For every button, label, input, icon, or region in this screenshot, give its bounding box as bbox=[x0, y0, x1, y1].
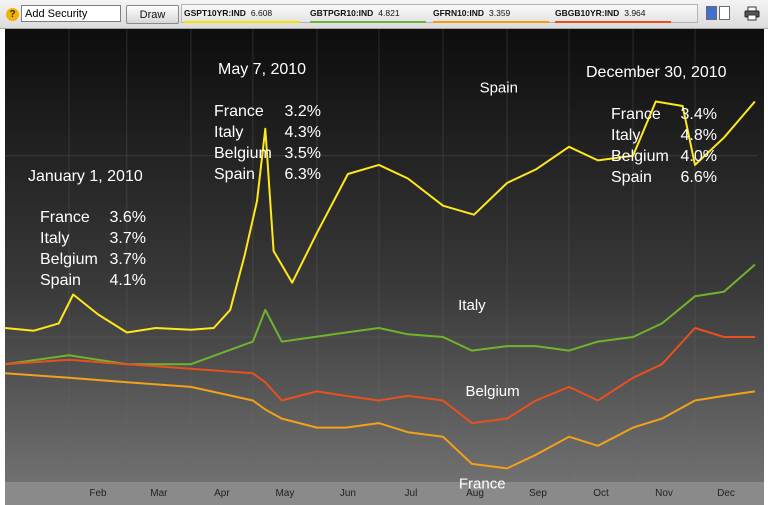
annotation-yield: 6.3% bbox=[285, 166, 321, 183]
x-tick-label: Aug bbox=[466, 488, 484, 499]
annotation-country: Spain bbox=[611, 169, 652, 186]
annotation-yield: 4.8% bbox=[681, 127, 717, 144]
series-line-belgium bbox=[5, 327, 755, 425]
series-label: Italy bbox=[458, 297, 486, 314]
chart-svg: Feb Mar Apr May Jun Jul Aug Sep Oct Nov Dec Spain I… bbox=[5, 29, 764, 505]
annotation-yield: 4.0% bbox=[681, 148, 717, 165]
series-label: Spain bbox=[480, 79, 518, 96]
legend-item[interactable]: GBGB10YR:IND 3.964 bbox=[555, 8, 671, 23]
annotation-country: Italy bbox=[40, 230, 69, 247]
annotation-country: Italy bbox=[214, 124, 243, 141]
legend-color-line bbox=[433, 21, 549, 23]
legend-color-line bbox=[310, 21, 426, 23]
annotation-country: France bbox=[611, 106, 661, 123]
x-tick-label: Apr bbox=[214, 488, 230, 499]
legend-value: 3.359 bbox=[489, 8, 511, 18]
annotation-country: France bbox=[40, 209, 90, 226]
annotation-yield: 3.4% bbox=[681, 106, 717, 123]
annotation-yield: 3.7% bbox=[110, 251, 146, 268]
print-icon[interactable] bbox=[744, 6, 760, 21]
legend-value: 3.964 bbox=[624, 8, 646, 18]
annotation-date: January 1, 2010 bbox=[28, 168, 143, 185]
chart: Feb Mar Apr May Jun Jul Aug Sep Oct Nov Dec Spain I… bbox=[5, 29, 764, 505]
annotation-country: Belgium bbox=[611, 148, 669, 165]
annotation-country: Italy bbox=[611, 127, 640, 144]
annotation-yield: 6.6% bbox=[681, 169, 717, 186]
legend-symbol: GBGB10YR:IND bbox=[555, 8, 620, 18]
annotation-yield: 3.5% bbox=[285, 145, 321, 162]
annotation-country: Belgium bbox=[40, 251, 98, 268]
x-tick-label: Feb bbox=[89, 488, 107, 499]
toolbar: ? Draw GSPT10YR:IND 6.608 GBTPGR10:IND 4.82… bbox=[0, 0, 768, 29]
legend-value: 4.821 bbox=[378, 8, 400, 18]
annotation-country: Spain bbox=[40, 272, 81, 289]
legend-item[interactable]: GSPT10YR:IND 6.608 bbox=[184, 8, 300, 23]
x-tick-label: Jul bbox=[405, 488, 418, 499]
legend-value: 6.608 bbox=[250, 8, 273, 18]
annotation-yield: 4.1% bbox=[110, 272, 146, 289]
legend-item[interactable]: GBTPGR10:IND 4.821 bbox=[310, 8, 426, 23]
series-line-italy bbox=[5, 263, 756, 366]
legend-symbol: GFRN10:IND bbox=[433, 8, 485, 18]
x-tick-label: Sep bbox=[529, 488, 547, 499]
annotation-date: May 7, 2010 bbox=[218, 61, 306, 78]
view-split-icon[interactable] bbox=[719, 6, 730, 20]
series-label: Belgium bbox=[465, 383, 519, 400]
series-label: France bbox=[459, 475, 506, 492]
legend-symbol: GBTPGR10:IND bbox=[310, 8, 374, 18]
series-line-france bbox=[5, 372, 756, 470]
legend-color-line bbox=[555, 21, 671, 23]
help-icon[interactable]: ? bbox=[6, 8, 19, 21]
view-single-icon[interactable] bbox=[706, 6, 717, 20]
x-tick-label: Nov bbox=[655, 488, 673, 499]
x-tick-label: Jun bbox=[340, 488, 356, 499]
legend-symbol: GSPT10YR:IND bbox=[184, 8, 246, 18]
x-tick-label: May bbox=[275, 488, 294, 499]
x-axis-strip bbox=[5, 482, 764, 505]
legend-color-line bbox=[184, 21, 300, 23]
x-tick-label: Oct bbox=[593, 488, 609, 499]
series-legend: GSPT10YR:IND 6.608 GBTPGR10:IND 4.821 GFRN10… bbox=[181, 4, 698, 23]
annotation-yield: 4.3% bbox=[285, 124, 321, 141]
draw-button[interactable]: Draw bbox=[126, 5, 179, 24]
x-tick-label: Dec bbox=[717, 488, 735, 499]
annotation-country: Spain bbox=[214, 166, 255, 183]
annotation-country: France bbox=[214, 103, 264, 120]
legend-item[interactable]: GFRN10:IND 3.359 bbox=[433, 8, 549, 23]
add-security-input[interactable] bbox=[21, 5, 121, 22]
annotation-date: December 30, 2010 bbox=[586, 64, 727, 81]
annotation-yield: 3.6% bbox=[110, 209, 146, 226]
annotation-yield: 3.2% bbox=[285, 103, 321, 120]
annotation-country: Belgium bbox=[214, 145, 272, 162]
x-tick-label: Mar bbox=[150, 488, 168, 499]
annotation-yield: 3.7% bbox=[110, 230, 146, 247]
series-line-spain bbox=[5, 100, 756, 334]
